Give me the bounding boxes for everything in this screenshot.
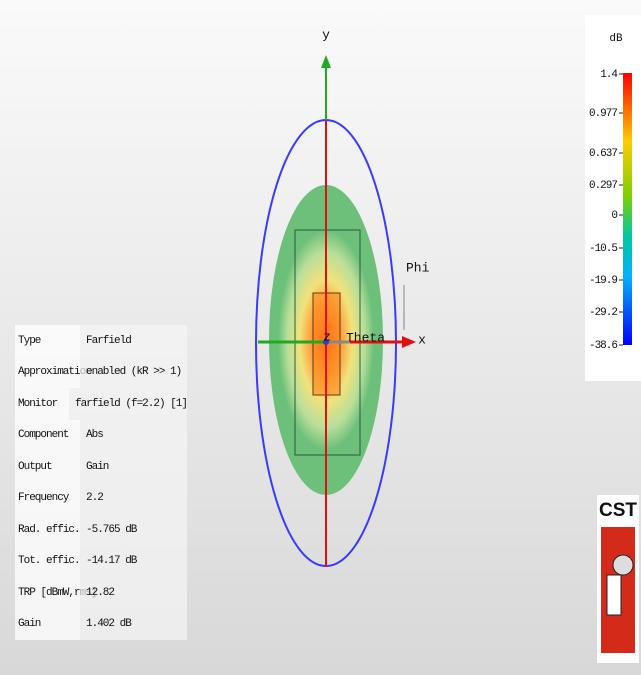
colorbar-tick-label: 0.297 bbox=[589, 180, 617, 192]
info-value: Farfield bbox=[80, 325, 187, 357]
colorbar: dB 1.4 0.977 0.637 0.297 0 -10.5 -19.9 -29.2 -38… bbox=[585, 15, 641, 381]
colorbar-tick-label: 0 bbox=[611, 210, 617, 222]
logo-ball bbox=[613, 555, 633, 575]
colorbar-tick-label: -10.5 bbox=[589, 243, 617, 255]
colorbar-panel: dB 1.4 0.977 0.637 0.297 0 -10.5 -19.9 -29.2 -38… bbox=[585, 15, 641, 381]
colorbar-unit: dB bbox=[609, 33, 623, 45]
y-label: y bbox=[322, 27, 330, 42]
info-value: Abs bbox=[80, 420, 187, 452]
info-key: Component bbox=[15, 420, 80, 452]
colorbar-tick-label: -38.6 bbox=[589, 340, 617, 352]
logo-graphic: CST bbox=[597, 495, 639, 663]
colorbar-tick-label: 0.637 bbox=[589, 148, 617, 160]
info-key: Gain bbox=[15, 609, 80, 641]
colorbar-tick-label: -19.9 bbox=[589, 275, 617, 287]
colorbar-tick-label: 0.977 bbox=[589, 108, 617, 120]
info-value: Gain bbox=[80, 451, 187, 483]
info-key: Approximation bbox=[15, 357, 80, 389]
x-arrow bbox=[402, 336, 416, 348]
info-value: -14.17 dB bbox=[80, 546, 187, 578]
logo-text: CST bbox=[599, 500, 637, 521]
info-key: Type bbox=[15, 325, 80, 357]
info-key: Frequency bbox=[15, 483, 80, 515]
info-key: Monitor bbox=[15, 388, 69, 420]
info-value: -5.765 dB bbox=[80, 514, 187, 546]
theta-label: Theta bbox=[346, 330, 385, 345]
farfield-view: y x z Phi Theta TypeFarfieldApproximatio… bbox=[0, 0, 641, 675]
info-value: 1.402 dB bbox=[80, 609, 187, 641]
colorbar-gradient bbox=[623, 73, 632, 345]
info-key: Output bbox=[15, 451, 80, 483]
info-value: 2.2 bbox=[80, 483, 187, 515]
info-row: TRP [dBmW,rms]12.82 bbox=[15, 577, 187, 609]
colorbar-tick-label: -29.2 bbox=[589, 307, 617, 319]
phi-label: Phi bbox=[406, 260, 430, 275]
x-label: x bbox=[418, 332, 426, 347]
info-key: Rad. effic. bbox=[15, 514, 80, 546]
logo: CST bbox=[597, 495, 639, 663]
info-row: Tot. effic.-14.17 dB bbox=[15, 546, 187, 578]
colorbar-tick-label: 1.4 bbox=[600, 69, 618, 81]
logo-shape bbox=[607, 575, 621, 615]
y-arrow bbox=[321, 55, 331, 68]
info-value: 12.82 bbox=[80, 577, 187, 609]
info-key: TRP [dBmW,rms] bbox=[15, 577, 80, 609]
info-value: enabled (kR >> 1) bbox=[80, 357, 187, 389]
info-value: farfield (f=2.2) [1] bbox=[69, 388, 187, 420]
info-row: Rad. effic.-5.765 dB bbox=[15, 514, 187, 546]
z-label: z bbox=[323, 329, 331, 344]
info-key: Tot. effic. bbox=[15, 546, 80, 578]
